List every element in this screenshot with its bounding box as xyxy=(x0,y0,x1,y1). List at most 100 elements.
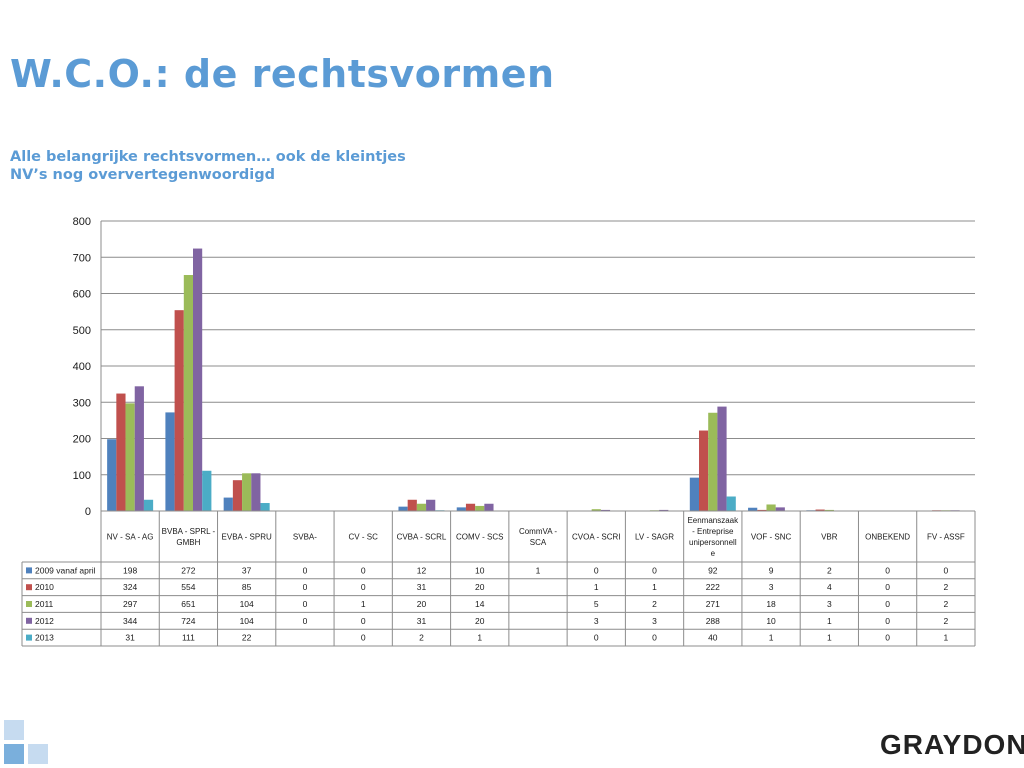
category-label: - Entreprise xyxy=(692,527,734,536)
category-label: Eenmanszaak xyxy=(687,516,739,525)
bar xyxy=(465,503,476,511)
data-value: 1 xyxy=(594,582,599,592)
data-value: 271 xyxy=(706,599,720,609)
bar xyxy=(717,406,727,511)
data-value: 1 xyxy=(943,633,948,643)
bar xyxy=(815,509,825,511)
legend-label: 2013 xyxy=(35,633,54,643)
data-value: 1 xyxy=(827,616,832,626)
category-label: e xyxy=(711,549,716,558)
legend-label: 2010 xyxy=(35,582,54,592)
bar xyxy=(174,310,184,511)
corner-square xyxy=(28,744,48,764)
data-value: 651 xyxy=(181,599,195,609)
y-tick-label: 500 xyxy=(73,325,91,337)
data-value: 10 xyxy=(475,565,485,575)
data-value: 0 xyxy=(594,565,599,575)
bar xyxy=(748,507,758,511)
data-value: 3 xyxy=(652,616,657,626)
data-value: 0 xyxy=(594,633,599,643)
data-value: 1 xyxy=(361,599,366,609)
data-value: 3 xyxy=(827,599,832,609)
y-tick-label: 700 xyxy=(73,252,91,264)
data-value: 0 xyxy=(652,565,657,575)
data-value: 14 xyxy=(475,599,485,609)
data-value: 40 xyxy=(708,633,718,643)
data-value: 5 xyxy=(594,599,599,609)
category-label: CVBA - SCRL xyxy=(397,533,447,542)
bar xyxy=(416,503,427,511)
data-value: 324 xyxy=(123,582,137,592)
bar xyxy=(659,509,669,511)
bar xyxy=(591,509,601,511)
y-tick-label: 400 xyxy=(73,361,91,373)
data-value: 20 xyxy=(417,599,427,609)
bar xyxy=(407,499,417,511)
data-value: 0 xyxy=(361,582,366,592)
bar xyxy=(193,248,203,512)
data-value: 0 xyxy=(361,633,366,643)
data-value: 18 xyxy=(766,599,776,609)
data-value: 0 xyxy=(361,616,366,626)
data-value: 0 xyxy=(885,599,890,609)
graydon-logo: GRAYDON xyxy=(880,729,1024,760)
legend-key xyxy=(26,567,32,574)
data-value: 3 xyxy=(594,616,599,626)
data-value: 724 xyxy=(181,616,195,626)
subtitle-line-2: NV’s nog oververtegenwoordigd xyxy=(10,167,275,183)
data-value: 0 xyxy=(885,582,890,592)
data-value: 31 xyxy=(417,616,427,626)
bar xyxy=(116,393,126,511)
data-value: 0 xyxy=(885,565,890,575)
data-value: 9 xyxy=(769,565,774,575)
bar xyxy=(484,503,494,511)
bar xyxy=(398,506,408,511)
data-value: 2 xyxy=(419,633,424,643)
y-tick-label: 100 xyxy=(73,470,91,482)
category-label: VBR xyxy=(821,533,838,542)
data-value: 104 xyxy=(240,599,254,609)
data-value: 0 xyxy=(303,582,308,592)
category-label: BVBA - SPRL - xyxy=(162,527,216,536)
data-value: 272 xyxy=(181,565,195,575)
category-label: GMBH xyxy=(176,538,200,547)
data-value: 288 xyxy=(706,616,720,626)
bar xyxy=(689,477,699,511)
data-value: 92 xyxy=(708,565,718,575)
bar xyxy=(242,473,252,511)
bar xyxy=(107,439,117,511)
data-value: 0 xyxy=(303,599,308,609)
data-value: 0 xyxy=(303,565,308,575)
category-label: SVBA- xyxy=(293,533,317,542)
y-tick-label: 800 xyxy=(73,216,91,228)
legend-key xyxy=(26,634,32,641)
bar xyxy=(223,497,233,511)
category-label: CommVA - xyxy=(519,527,557,536)
data-value: 0 xyxy=(885,616,890,626)
data-value: 104 xyxy=(240,616,254,626)
data-value: 31 xyxy=(417,582,427,592)
data-value: 111 xyxy=(182,633,195,643)
data-value: 344 xyxy=(123,616,137,626)
page-subtitle: Alle belangrijke rechtsvormen… ook de kl… xyxy=(10,148,406,184)
bar xyxy=(775,507,785,511)
data-value: 3 xyxy=(769,582,774,592)
data-value: 2 xyxy=(943,599,948,609)
category-label: NV - SA - AG xyxy=(107,533,154,542)
category-label: EVBA - SPRU xyxy=(222,533,272,542)
data-value: 554 xyxy=(181,582,195,592)
data-value: 20 xyxy=(475,616,485,626)
data-value: 2 xyxy=(827,565,832,575)
data-value: 12 xyxy=(417,565,427,575)
data-value: 0 xyxy=(943,565,948,575)
data-value: 31 xyxy=(125,633,135,643)
y-tick-label: 200 xyxy=(73,434,91,446)
data-value: 37 xyxy=(242,565,252,575)
data-value: 2 xyxy=(943,582,948,592)
legend-label: 2011 xyxy=(35,599,54,609)
category-label: FV - ASSF xyxy=(927,533,965,542)
legend-label: 2012 xyxy=(35,616,54,626)
bar xyxy=(726,496,736,511)
category-label: COMV - SCS xyxy=(456,533,504,542)
category-label: CVOA - SCRI xyxy=(572,533,620,542)
